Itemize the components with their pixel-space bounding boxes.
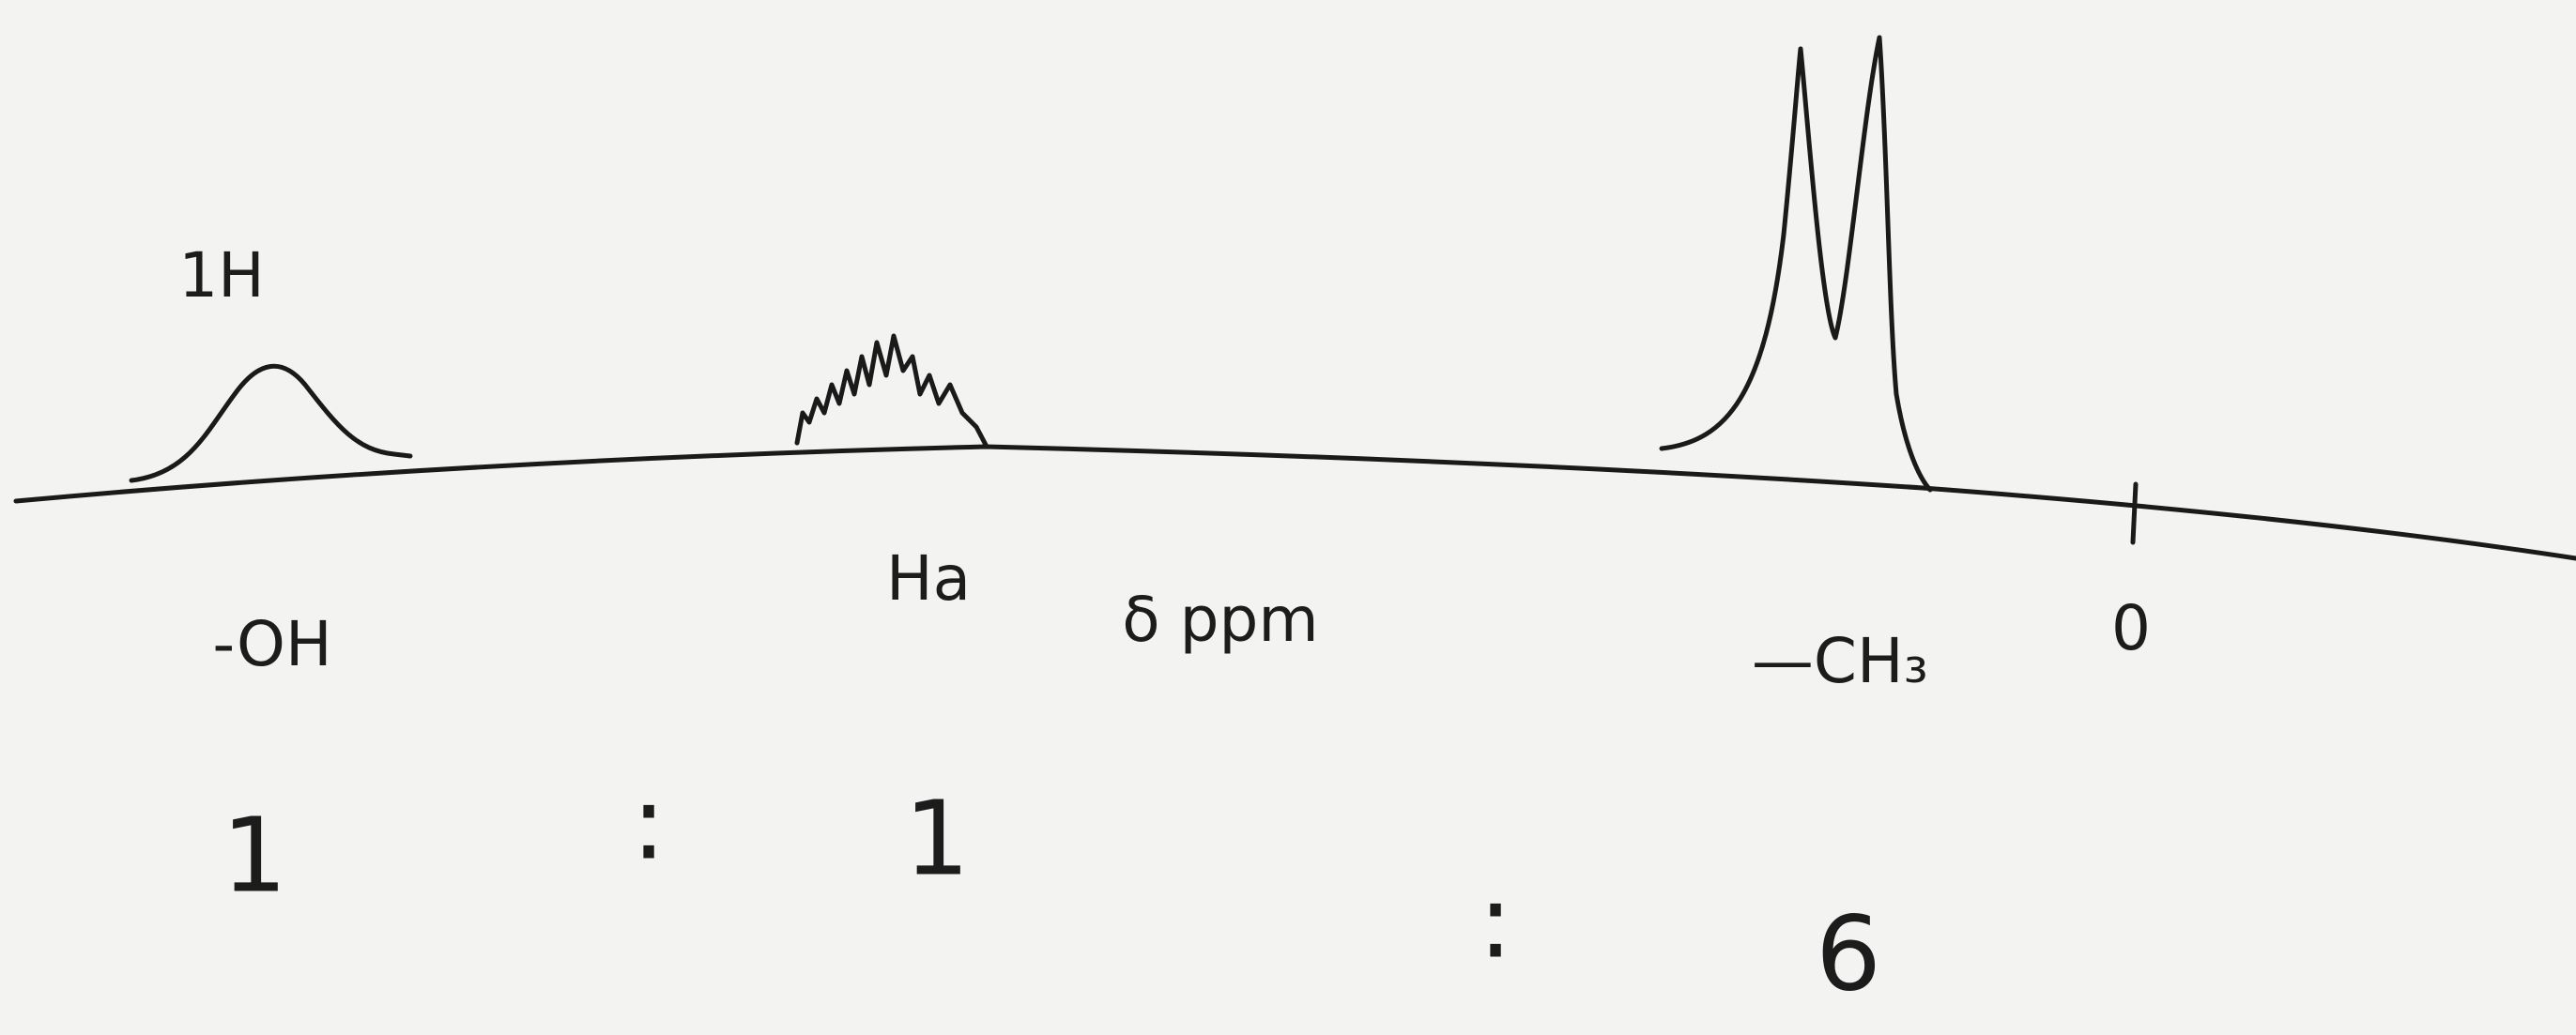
peak-label: Ha [886, 542, 971, 615]
nucleus-label: 1H [178, 239, 265, 312]
ratio-separator: : [1478, 860, 1512, 981]
ratio: 6 [1816, 893, 1881, 1013]
zero-tick [2133, 484, 2136, 542]
page: 1H -OH Ha δ ppm —CH₃ 0 1 : 1 : 6 (() => … [0, 0, 2576, 1035]
ratio: 1 [904, 778, 970, 898]
zero-label: 0 [2111, 592, 2151, 664]
axis-label: δ ppm [1122, 584, 1318, 656]
peak-label: -OH [212, 608, 331, 680]
nmr-sketch: 1H -OH Ha δ ppm —CH₃ 0 1 : 1 : 6 [0, 0, 2576, 1035]
oh-peak [131, 366, 410, 480]
ch3-doublet [1662, 38, 1930, 490]
ratio-separator: : [631, 762, 666, 882]
ha-multiplet [797, 336, 986, 445]
ratio: 1 [222, 795, 287, 915]
baseline [16, 447, 2576, 558]
peak-label: —CH₃ [1752, 625, 1928, 697]
